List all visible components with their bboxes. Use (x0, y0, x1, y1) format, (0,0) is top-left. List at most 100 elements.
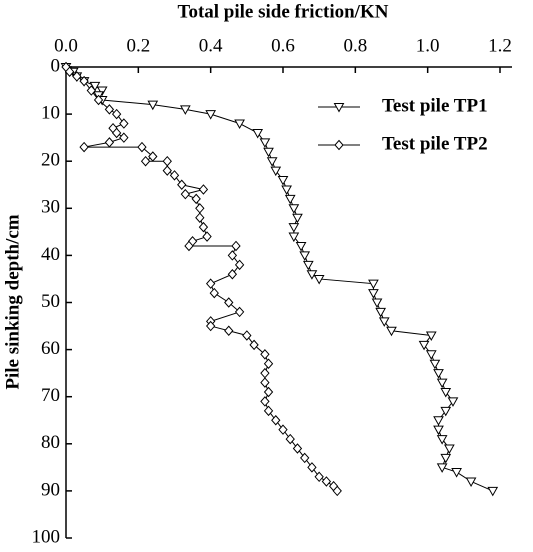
data-point (191, 193, 201, 205)
data-point (162, 155, 172, 167)
x-tick-label: 0.0 (54, 35, 78, 56)
y-tick-label: 100 (32, 526, 61, 547)
data-point (288, 223, 300, 233)
data-point (260, 367, 270, 379)
data-point (263, 358, 274, 369)
legend-label: Test pile TP2 (382, 133, 488, 154)
data-point (162, 165, 172, 176)
data-point (224, 297, 234, 308)
y-tick-label: 10 (41, 102, 60, 123)
data-point (433, 369, 444, 379)
data-point (64, 66, 75, 77)
y-tick-label: 30 (41, 197, 60, 218)
data-point (86, 85, 96, 96)
data-point (111, 108, 122, 120)
data-point (195, 212, 205, 223)
data-point (252, 128, 264, 139)
data-point (180, 188, 191, 200)
data-point (72, 71, 82, 82)
y-tick-label: 80 (41, 432, 60, 453)
data-point (266, 157, 278, 167)
data-point (111, 127, 122, 139)
data-point (433, 425, 444, 436)
data-point (234, 306, 245, 318)
data-point (96, 86, 108, 97)
data-point (313, 274, 325, 285)
data-point (368, 279, 379, 290)
data-point (140, 155, 151, 167)
data-point (487, 486, 499, 497)
data-point (332, 485, 342, 497)
data-point (260, 396, 270, 407)
data-point (440, 453, 452, 464)
data-point (104, 137, 115, 148)
data-point (227, 250, 238, 261)
data-point (288, 232, 300, 243)
data-point (285, 433, 295, 445)
data-point (429, 359, 441, 370)
series-line (65, 66, 338, 492)
data-point (79, 141, 89, 153)
data-point (263, 147, 274, 158)
data-point (371, 298, 383, 309)
x-tick-label: 0.4 (199, 35, 223, 56)
data-point (281, 185, 292, 195)
data-point (307, 462, 317, 473)
data-point (440, 406, 452, 417)
data-point (242, 330, 252, 341)
data-point (278, 424, 288, 435)
y-axis-title: Pile sinking depth/cm (2, 214, 23, 389)
data-point (184, 240, 194, 252)
y-tick-label: 70 (41, 385, 60, 406)
data-point (169, 170, 180, 181)
y-tick-label: 90 (41, 479, 60, 500)
data-point (198, 221, 209, 233)
x-tick-label: 0.6 (271, 35, 295, 56)
data-point (433, 416, 444, 426)
data-point (451, 468, 462, 478)
data-point (119, 132, 129, 143)
data-point (227, 268, 238, 280)
data-point (205, 110, 217, 120)
data-point (260, 349, 270, 360)
data-point (300, 452, 310, 464)
data-point (177, 179, 187, 191)
data-point (375, 307, 387, 318)
data-point (284, 194, 296, 205)
data-point (425, 331, 437, 341)
data-point (195, 203, 205, 214)
data-point (321, 476, 332, 487)
data-point (436, 378, 448, 389)
y-tick-label: 60 (41, 338, 60, 359)
data-point (179, 105, 191, 115)
data-point (263, 405, 274, 417)
data-point (104, 104, 115, 115)
x-tick-label: 0.8 (343, 35, 367, 56)
legend-marker (333, 103, 345, 113)
data-point (447, 397, 459, 407)
data-point (263, 386, 274, 398)
data-point (202, 231, 212, 242)
data-point (93, 94, 104, 106)
data-point (205, 320, 216, 332)
data-point (234, 259, 245, 271)
data-point (231, 240, 241, 252)
x-tick-label: 1.2 (488, 35, 512, 56)
y-tick-label: 50 (41, 291, 60, 312)
data-point (147, 100, 159, 111)
data-point (148, 151, 158, 162)
data-point (249, 339, 259, 351)
data-point (224, 325, 234, 337)
data-point (436, 435, 448, 445)
series-line (65, 66, 493, 492)
data-point (306, 270, 318, 280)
data-point (288, 204, 300, 214)
data-point (302, 260, 314, 271)
chart-title: Total pile side friction/KN (178, 1, 389, 22)
data-point (259, 138, 271, 148)
data-point (79, 75, 89, 87)
data-point (314, 471, 324, 483)
data-point (271, 414, 281, 426)
data-point (205, 278, 216, 289)
